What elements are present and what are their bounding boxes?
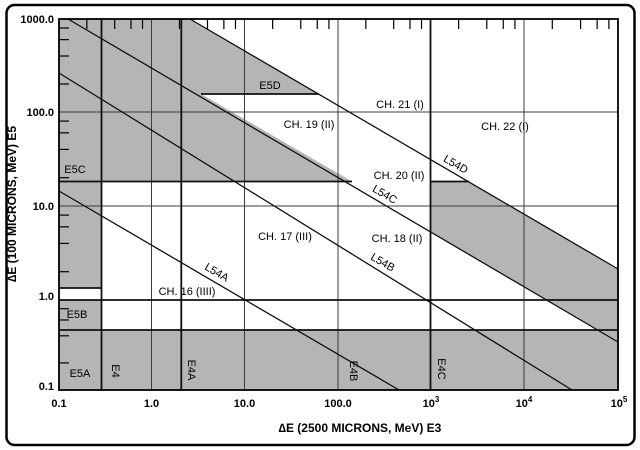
x-axis-title: ∆E (2500 MICRONS, MeV) E3 bbox=[279, 421, 442, 435]
x-tick-1e3: 103 bbox=[423, 395, 440, 410]
y-axis-title: ∆E (100 MICRONS, MeV) E5 bbox=[5, 126, 19, 282]
x-tick-100: 100.0 bbox=[324, 398, 352, 410]
line-l54a bbox=[58, 190, 400, 391]
label-e4a: E4A bbox=[185, 360, 197, 381]
label-ch19: CH. 19 (II) bbox=[284, 119, 335, 131]
label-ch17: CH. 17 (III) bbox=[258, 231, 312, 243]
y-tick-100: 100.0 bbox=[26, 107, 54, 119]
shaded-region-e5b bbox=[59, 300, 102, 330]
label-ch20: CH. 20 (II) bbox=[374, 170, 425, 182]
x-tick-0p1: 0.1 bbox=[51, 398, 66, 410]
label-ch18: CH. 18 (II) bbox=[372, 233, 423, 245]
x-tick-1: 1.0 bbox=[144, 398, 159, 410]
label-e5d: E5D bbox=[259, 80, 280, 92]
plot-border bbox=[58, 18, 619, 391]
region-boundaries bbox=[59, 19, 618, 390]
l54-lines bbox=[58, 18, 619, 391]
y-tick-1: 1.0 bbox=[39, 291, 54, 303]
y-tick-0p1: 0.1 bbox=[39, 381, 54, 393]
label-ch21: CH. 21 (I) bbox=[376, 99, 424, 111]
shaded-region-left-column bbox=[59, 19, 102, 288]
y-tick-10: 10.0 bbox=[33, 201, 54, 213]
line-l54d bbox=[189, 18, 619, 270]
x-tick-1e5: 105 bbox=[611, 395, 628, 410]
x-tick-labels: 0.1 1.0 10.0 100.0 103 104 105 bbox=[51, 395, 628, 410]
label-ch22: CH. 22 (I) bbox=[481, 121, 529, 133]
y-tick-1000: 1000.0 bbox=[20, 14, 54, 26]
figure-border bbox=[5, 3, 636, 447]
label-e5c: E5C bbox=[64, 164, 85, 176]
label-e5b: E5B bbox=[67, 309, 88, 321]
line-l54c bbox=[67, 18, 619, 343]
x-tick-1e4: 104 bbox=[516, 395, 533, 410]
minor-ticks bbox=[59, 19, 610, 364]
label-ch16: CH. 16 (IIII) bbox=[159, 286, 216, 298]
label-e4b: E4B bbox=[347, 361, 359, 382]
line-l54b bbox=[58, 72, 573, 391]
label-e4: E4 bbox=[109, 364, 121, 377]
label-e5a: E5A bbox=[70, 368, 91, 380]
y-tick-labels: 1000.0 100.0 10.0 1.0 0.1 bbox=[20, 14, 54, 393]
label-e4c: E4C bbox=[435, 358, 447, 379]
x-tick-10: 10.0 bbox=[234, 398, 255, 410]
